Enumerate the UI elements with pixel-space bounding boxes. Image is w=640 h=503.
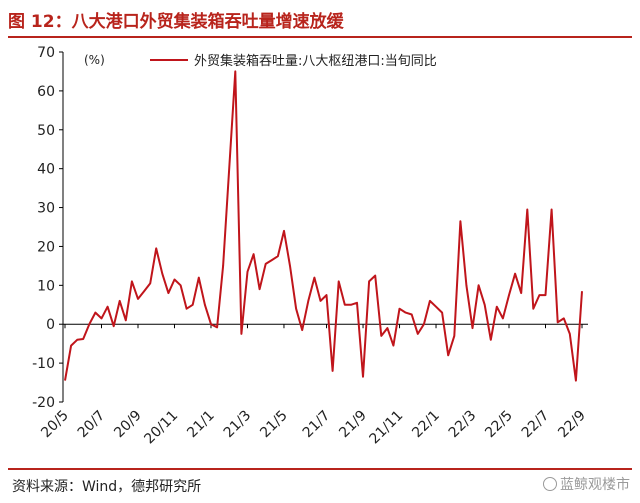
watermark: 蓝鲸观楼市 [543, 474, 630, 494]
y-tick-label: 10 [37, 278, 55, 294]
x-tick-label: 21/1 [184, 408, 218, 442]
series-line-trade-container-yoy [64, 70, 583, 382]
source-note: 资料来源：Wind，德邦研究所 [12, 479, 202, 495]
title-divider [8, 36, 632, 38]
y-tick-label: 40 [37, 162, 55, 178]
x-tick-label: 22/3 [446, 408, 480, 442]
x-tick-label: 20/9 [111, 408, 145, 442]
y-tick-label: 50 [37, 123, 55, 139]
x-tick-label: 21/7 [300, 408, 334, 442]
y-tick-label: 70 [37, 45, 55, 61]
x-tick-label: 21/11 [367, 408, 407, 448]
x-tick-label: 22/9 [555, 408, 589, 442]
x-tick-label: 21/5 [257, 408, 291, 442]
x-tick-label: 22/7 [519, 408, 553, 442]
legend-label: 外贸集装箱吞吐量:八大枢纽港口:当旬同比 [194, 53, 437, 69]
footer-divider [8, 468, 632, 470]
figure-title: 图 12：八大港口外贸集装箱吞吐量增速放缓 [8, 12, 344, 32]
watermark-logo-icon [543, 477, 557, 491]
x-tick-label: 21/9 [336, 408, 370, 442]
x-tick-label: 20/11 [141, 408, 181, 448]
x-tick-label: 22/5 [482, 408, 516, 442]
x-tick-label: 21/3 [221, 408, 255, 442]
line-chart: -20 -10 0 10 20 30 40 50 60 70 (%) 20/5 20/7 20/920/1… [32, 45, 589, 448]
x-tick-label: 20/5 [38, 408, 72, 442]
y-tick-label: 20 [37, 239, 55, 255]
y-tick-label: 30 [37, 201, 55, 217]
y-tick-label: 0 [46, 317, 55, 333]
x-tick-label: 22/1 [409, 408, 443, 442]
y-tick-label: -20 [32, 395, 55, 411]
y-tick-label: -10 [32, 356, 55, 372]
y-unit-label: (%) [84, 53, 105, 67]
watermark-text: 蓝鲸观楼市 [560, 477, 630, 493]
y-tick-label: 60 [37, 84, 55, 100]
x-tick-label: 20/7 [75, 408, 109, 442]
